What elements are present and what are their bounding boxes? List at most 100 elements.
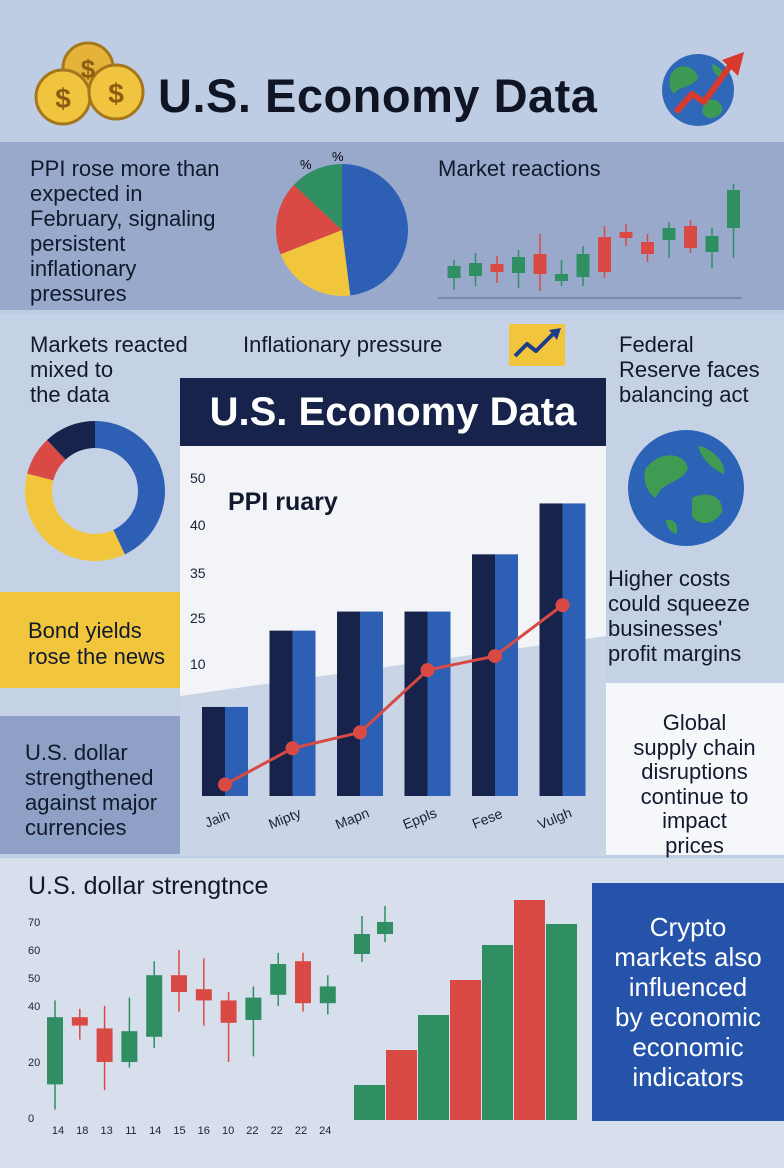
candle-body xyxy=(533,254,547,274)
y-tick-label: 25 xyxy=(190,610,206,626)
text-line: Federal xyxy=(619,332,694,357)
candle-body xyxy=(555,274,568,281)
pie-label: % xyxy=(300,157,312,172)
candle-body xyxy=(354,934,370,954)
text-line: supply chain xyxy=(633,734,756,760)
text-line: currencies xyxy=(25,815,127,840)
candle-body xyxy=(377,922,393,934)
candle-body xyxy=(47,1017,63,1085)
candle-body xyxy=(641,242,654,254)
text-line: mixed to xyxy=(30,357,114,382)
x-tick-label: 14 xyxy=(52,1125,64,1137)
pie-label: % xyxy=(332,149,344,164)
donut-chart xyxy=(25,421,165,561)
y-tick-label: 60 xyxy=(28,945,40,957)
text-line: economic xyxy=(632,1032,744,1062)
text-line: Markets reacted xyxy=(30,332,188,357)
text-line: February, signaling xyxy=(30,206,216,231)
trend-point xyxy=(420,663,435,678)
pie-slice xyxy=(342,164,409,296)
ppi-rose-text: PPI rose more than expected in February,… xyxy=(30,156,270,306)
candle-body xyxy=(171,975,187,992)
y-tick-label: 70 xyxy=(28,917,40,929)
text-line: balancing act xyxy=(619,382,749,407)
x-tick-label: 11 xyxy=(125,1125,136,1137)
text-line: indicators xyxy=(632,1062,744,1092)
candle-body xyxy=(576,254,590,277)
candle-body xyxy=(490,264,504,272)
svg-text:$: $ xyxy=(108,78,124,109)
text-line: rose the news xyxy=(28,644,165,669)
x-tick-label: 22 xyxy=(271,1125,283,1137)
federal-reserve-text: Federal Reserve faces balancing act xyxy=(619,332,779,407)
text-line: profit margins xyxy=(608,641,742,666)
ppi-bar xyxy=(427,611,451,796)
globe-trend-icon xyxy=(662,52,744,126)
candle-body xyxy=(96,1028,113,1062)
text-line: could squeeze xyxy=(608,591,750,616)
supply-chain-box: Global supply chain disruptions continue… xyxy=(605,683,784,857)
candle-body xyxy=(146,975,163,1037)
candle-body xyxy=(705,236,719,252)
markets-reacted-text: Markets reacted mixed to the data xyxy=(30,332,230,407)
y-tick-label: 10 xyxy=(190,656,206,672)
trend-chart-icon xyxy=(509,324,565,366)
x-tick-label: 24 xyxy=(319,1125,331,1137)
text-line: Global xyxy=(662,710,727,735)
dollar-strengthened-box: U.S. dollar strengthened against major c… xyxy=(0,716,180,854)
inflationary-pressure-text: Inflationary pressure xyxy=(243,332,443,357)
ppi-bar-dark xyxy=(539,503,563,796)
candle-body xyxy=(245,997,262,1020)
text-line: PPI rose more than xyxy=(30,156,220,181)
text-line: impact xyxy=(662,808,727,833)
candle-body xyxy=(295,961,311,1004)
text-line: inflationary xyxy=(30,256,137,281)
pie-slice xyxy=(293,164,342,230)
volume-bar xyxy=(482,945,513,1120)
trend-line xyxy=(224,604,564,786)
y-tick-label: 50 xyxy=(28,973,40,985)
svg-text:$: $ xyxy=(55,83,71,114)
text-line: influenced xyxy=(628,972,748,1002)
y-tick-label: 20 xyxy=(28,1057,40,1069)
ppi-subtitle: PPI ruary xyxy=(228,488,338,516)
volume-bar xyxy=(386,1050,417,1120)
volume-bar xyxy=(450,980,481,1120)
bond-yields-box: Bond yields rose the news xyxy=(0,592,180,688)
trend-point xyxy=(285,741,300,756)
text-line: the data xyxy=(30,382,110,407)
crypto-box: Crypto markets also influenced by econom… xyxy=(592,883,784,1121)
y-tick-label: 50 xyxy=(190,470,206,486)
text-line: persistent xyxy=(30,231,126,256)
trend-point xyxy=(353,725,367,740)
market-reactions-chart xyxy=(438,184,742,299)
x-tick-label: 15 xyxy=(173,1125,185,1137)
top-pie-chart: % % xyxy=(276,149,409,296)
text-line: expected in xyxy=(30,181,143,206)
x-tick-label: 13 xyxy=(100,1125,112,1137)
volume-bar xyxy=(354,1085,385,1120)
higher-costs-text: Higher costs could squeeze businesses' p… xyxy=(608,566,784,666)
text-line: Bond yields xyxy=(28,618,142,643)
candle-body xyxy=(684,226,697,248)
pie-slice xyxy=(280,230,351,296)
ppi-bar xyxy=(562,503,586,796)
text-line: disruptions xyxy=(641,759,748,784)
x-tick-label: 10 xyxy=(222,1125,234,1137)
ppi-bar xyxy=(495,554,518,796)
market-reactions-title: Market reactions xyxy=(438,156,601,181)
text-line: by economic xyxy=(615,1002,761,1032)
text-line: continue to xyxy=(640,783,749,809)
candle-body xyxy=(469,263,482,276)
trend-point xyxy=(555,598,570,613)
candle-body xyxy=(319,986,336,1004)
volume-bar xyxy=(514,900,545,1120)
ppi-bar-dark xyxy=(404,611,428,796)
text-line: strengthened xyxy=(25,765,154,790)
y-tick-label: 0 xyxy=(28,1113,34,1125)
y-tick-label: 40 xyxy=(190,517,206,533)
coins-icon: $ $ $ xyxy=(34,41,145,126)
candle-body xyxy=(619,232,633,238)
x-tick-label: 22 xyxy=(295,1125,307,1137)
